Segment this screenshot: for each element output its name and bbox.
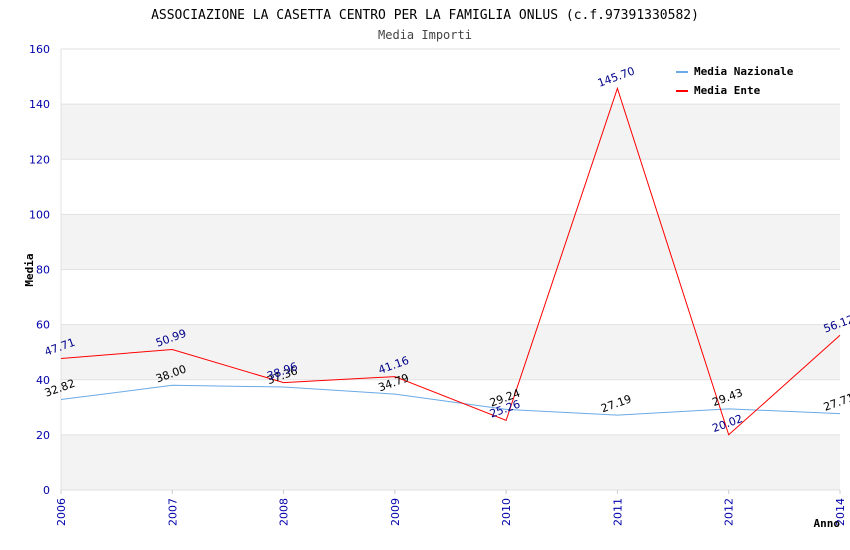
chart-title: ASSOCIAZIONE LA CASETTA CENTRO PER LA FA… <box>151 8 699 23</box>
grid-lines <box>60 48 840 491</box>
y-axis-ticks: 0 20 40 60 80 100 120 140 160 <box>29 43 50 497</box>
legend-label-media-nazionale: Media Nazionale <box>694 65 794 78</box>
y-axis-title: Media <box>23 253 36 286</box>
y-tick-label: 80 <box>36 264 50 277</box>
plot-band <box>61 104 840 160</box>
legend-label-media-ente: Media Ente <box>694 84 761 97</box>
series-lines <box>60 86 841 436</box>
y-tick-label: 140 <box>29 98 50 111</box>
y-tick-label: 0 <box>43 484 50 497</box>
series-line-media-nazionale <box>60 384 841 416</box>
plot-background <box>61 49 840 490</box>
y-tick-label: 160 <box>29 43 50 56</box>
y-tick-label: 120 <box>29 153 50 166</box>
y-tick-label: 20 <box>36 429 50 442</box>
plot-band <box>61 434 840 490</box>
plot-band <box>61 214 840 270</box>
plot-band <box>61 324 840 380</box>
chart-subtitle: Media Importi <box>378 28 472 42</box>
legend-box <box>669 59 809 101</box>
x-axis-ticks: 2006 2007 2008 2009 2010 2011 2012 2014 <box>55 490 847 526</box>
x-tick-label: 2011 <box>611 498 624 526</box>
plot-band <box>61 159 840 215</box>
x-tick-label: 2010 <box>500 498 513 526</box>
x-tick-label: 2008 <box>278 498 291 526</box>
y-tick-label: 100 <box>29 208 50 221</box>
x-tick-label: 2012 <box>723 498 736 526</box>
x-axis-title: Anno <box>814 517 841 530</box>
x-tick-label: 2007 <box>166 498 179 526</box>
y-tick-label: 60 <box>36 319 50 332</box>
legend: Media Nazionale Media Ente <box>669 59 809 101</box>
x-tick-label: 2006 <box>55 498 68 526</box>
series-line-media-ente <box>60 86 841 436</box>
x-tick-label: 2014 <box>834 498 847 526</box>
plot-band <box>61 269 840 325</box>
x-tick-label: 2009 <box>389 498 402 526</box>
plot-band <box>61 379 840 435</box>
y-tick-label: 40 <box>36 374 50 387</box>
